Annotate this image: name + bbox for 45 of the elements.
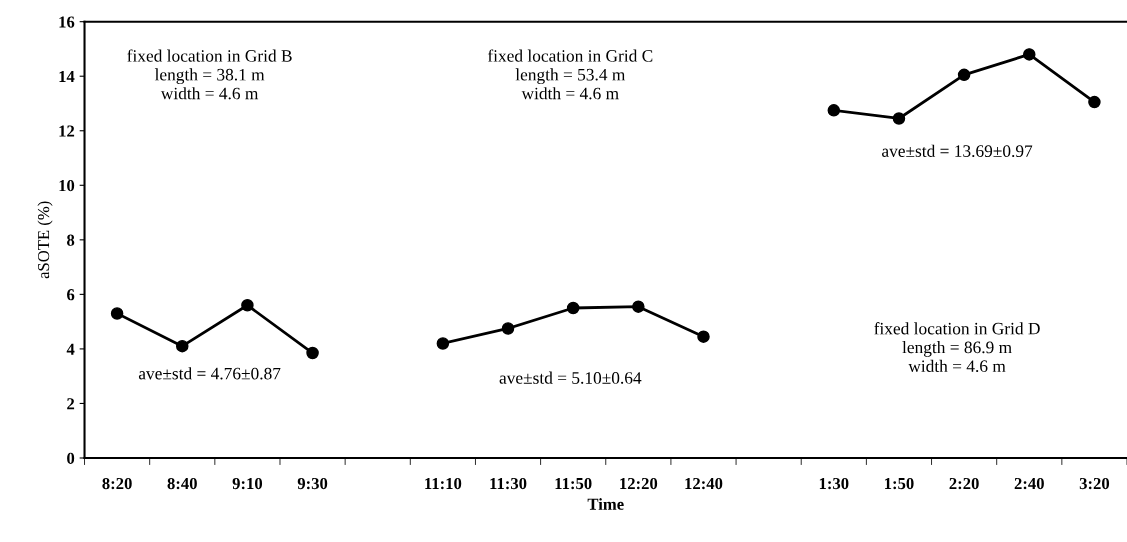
point <box>1088 95 1101 109</box>
x-tick-label: 9:30 <box>297 477 328 490</box>
annotation: fixed location in Grid B length = 38.1 m width = 4.6 m <box>127 49 292 100</box>
point <box>110 307 124 320</box>
y-tick-label: 10 <box>59 180 75 192</box>
x-tick-label: 9:10 <box>232 477 263 490</box>
annotation: ave±std = 5.10±0.64 <box>499 371 642 384</box>
point <box>566 301 580 315</box>
point <box>1023 48 1036 61</box>
y-tick-label: 2 <box>67 398 75 410</box>
y-tick-label: 16 <box>59 16 75 28</box>
y-tick-label: 0 <box>67 452 75 464</box>
x-tick-label: 8:20 <box>102 477 132 490</box>
x-tick-label: 2:40 <box>1014 477 1044 490</box>
y-axis-title: aSOTE (%) <box>37 201 53 279</box>
point <box>501 322 515 335</box>
annotation: ave±std = 13.69±0.97 <box>882 144 1033 157</box>
point <box>697 330 710 343</box>
point <box>306 346 319 360</box>
x-axis-title: Time <box>587 498 624 510</box>
point <box>827 104 841 117</box>
point <box>892 112 906 125</box>
x-tick-label: 3:20 <box>1079 477 1110 490</box>
y-tick-label: 12 <box>59 125 75 137</box>
x-tick-label: 12:20 <box>620 477 658 490</box>
y-tick-label: 4 <box>66 343 75 355</box>
annotation: fixed location in Grid C length = 53.4 m width = 4.6 m <box>487 49 653 100</box>
x-tick-label: 11:30 <box>490 477 527 490</box>
x-tick-label: 12:40 <box>685 477 723 490</box>
point <box>957 68 971 82</box>
point <box>241 299 254 312</box>
y-tick-label: 14 <box>59 71 75 82</box>
x-tick-label: 11:50 <box>555 477 592 490</box>
x-tick-label: 1:50 <box>885 477 914 490</box>
y-tick-label: 6 <box>67 289 75 301</box>
y-tick-label: 8 <box>67 234 75 246</box>
x-tick-label: 11:10 <box>425 477 462 490</box>
x-tick-label: 2:20 <box>949 477 979 490</box>
point <box>632 300 645 313</box>
point <box>176 339 189 353</box>
x-tick-label: 1:30 <box>819 477 849 490</box>
annotation: fixed location in Grid D length = 86.9 m width = 4.6 m <box>874 322 1040 373</box>
point <box>436 337 450 350</box>
annotation: ave±std = 4.76±0.87 <box>138 367 281 380</box>
x-tick-label: 8:40 <box>167 477 197 490</box>
